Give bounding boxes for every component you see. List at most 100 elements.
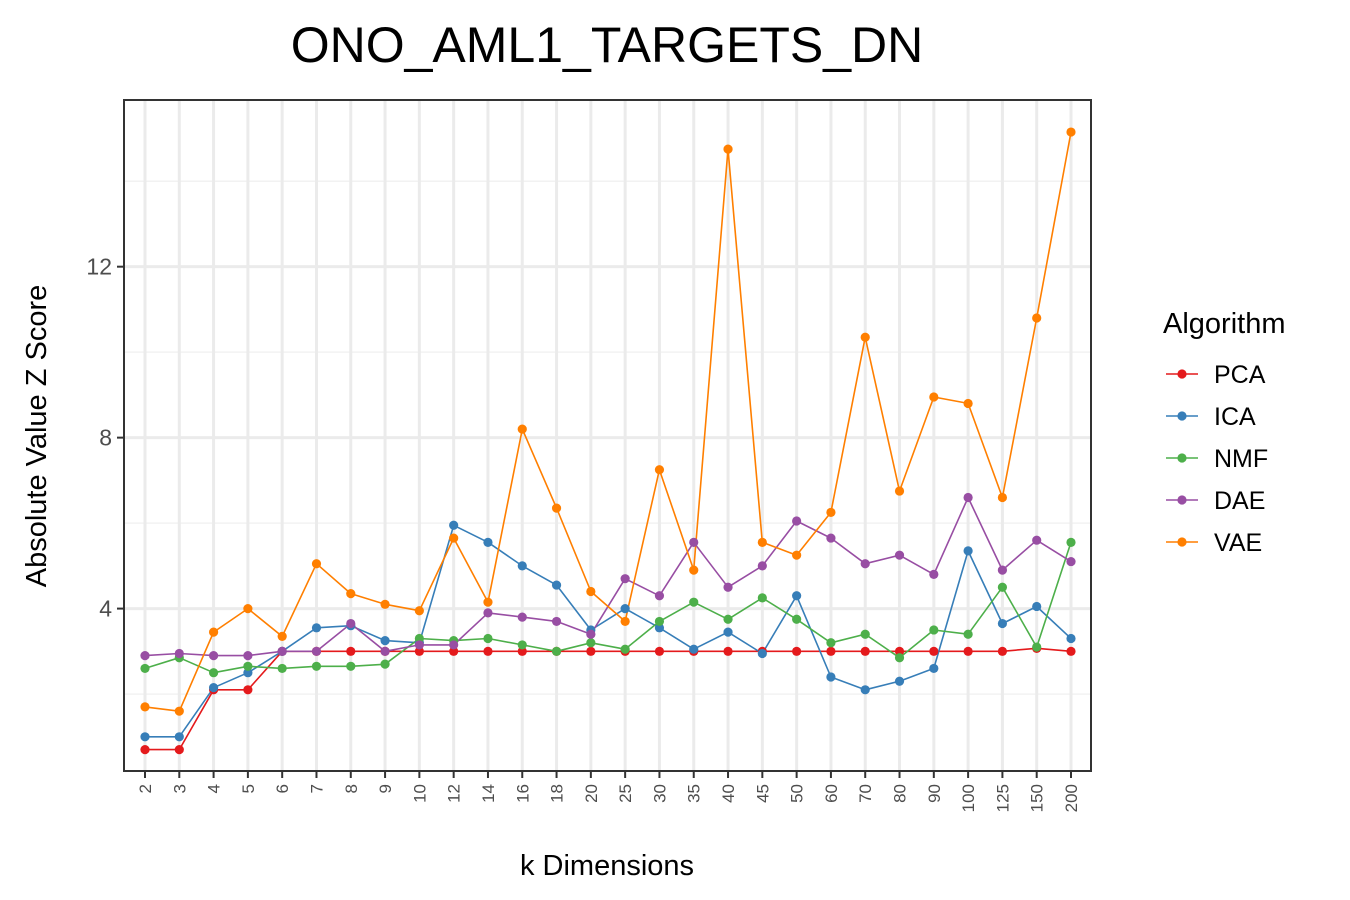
x-tick-label: 18 xyxy=(548,784,567,803)
x-tick-label: 150 xyxy=(1028,784,1047,812)
point-vae xyxy=(311,559,322,569)
point-nmf xyxy=(1032,642,1042,652)
point-ica xyxy=(792,591,802,601)
legend-point-nmf xyxy=(1177,453,1187,463)
point-pca xyxy=(826,646,836,656)
x-tick-label: 16 xyxy=(513,784,532,803)
point-ica xyxy=(929,663,939,674)
x-tick-label: 90 xyxy=(925,784,944,803)
x-tick-label: 70 xyxy=(856,784,875,803)
x-tick-label: 45 xyxy=(753,784,772,803)
x-tick-label: 9 xyxy=(376,784,395,793)
point-vae xyxy=(277,631,287,641)
point-vae xyxy=(654,465,665,475)
point-vae xyxy=(174,706,184,716)
point-vae xyxy=(826,507,836,518)
point-dae xyxy=(620,574,630,584)
point-vae xyxy=(689,565,699,575)
panel-background xyxy=(124,100,1091,771)
x-tick-label: 14 xyxy=(479,784,498,803)
point-dae xyxy=(929,569,939,580)
point-nmf xyxy=(586,638,596,648)
point-dae xyxy=(997,565,1008,575)
legend-point-ica xyxy=(1177,411,1187,421)
x-tick-label: 12 xyxy=(445,784,464,803)
point-nmf xyxy=(551,646,562,656)
point-ica xyxy=(723,627,733,637)
point-dae xyxy=(311,646,322,656)
legend-label-pca: PCA xyxy=(1214,361,1266,389)
point-nmf xyxy=(997,582,1008,592)
point-ica xyxy=(860,685,870,695)
point-ica xyxy=(1066,633,1076,644)
x-tick-label: 125 xyxy=(993,784,1012,812)
point-vae xyxy=(243,603,253,614)
point-pca xyxy=(140,745,150,755)
point-pca xyxy=(586,646,596,656)
point-nmf xyxy=(140,663,150,674)
series-line-vae xyxy=(144,131,1072,713)
point-nmf xyxy=(483,633,493,644)
point-vae xyxy=(483,597,493,607)
point-ica xyxy=(483,537,493,547)
x-tick-label: 30 xyxy=(650,784,669,803)
point-dae xyxy=(346,618,356,629)
point-nmf xyxy=(689,597,699,607)
point-pca xyxy=(243,685,253,695)
x-tick-label: 20 xyxy=(582,784,601,803)
x-tick-label: 100 xyxy=(959,784,978,812)
point-ica xyxy=(517,561,527,571)
legend-label-nmf: NMF xyxy=(1214,445,1268,473)
point-ica xyxy=(997,618,1008,629)
point-pca xyxy=(929,646,939,656)
point-ica xyxy=(311,623,322,633)
point-ica xyxy=(689,644,699,654)
y-tick-label: 8 xyxy=(99,425,112,451)
point-vae xyxy=(620,616,630,627)
point-vae xyxy=(792,550,802,560)
point-vae xyxy=(997,492,1008,503)
point-vae xyxy=(140,702,150,712)
legend-label-ica: ICA xyxy=(1214,403,1256,431)
point-nmf xyxy=(894,653,905,663)
point-pca xyxy=(174,745,184,755)
x-tick-label: 60 xyxy=(822,784,841,803)
point-nmf xyxy=(792,614,802,624)
legend-point-pca xyxy=(1177,369,1187,379)
point-pca xyxy=(997,646,1008,656)
point-dae xyxy=(208,651,219,661)
point-pca xyxy=(346,646,356,656)
x-tick-label: 10 xyxy=(410,784,429,803)
point-vae xyxy=(208,627,219,637)
point-vae xyxy=(414,606,424,616)
point-ica xyxy=(826,672,836,682)
chart-title: ONO_AML1_TARGETS_DN xyxy=(291,17,924,73)
x-tick-label: 25 xyxy=(616,784,635,803)
point-vae xyxy=(517,424,527,434)
legend-point-dae xyxy=(1177,495,1187,505)
point-dae xyxy=(483,608,493,618)
point-ica xyxy=(1032,601,1042,612)
legend-title: Algorithm xyxy=(1163,308,1286,340)
point-vae xyxy=(380,599,390,609)
point-nmf xyxy=(757,593,767,603)
point-ica xyxy=(757,648,767,659)
point-pca xyxy=(414,646,424,656)
point-pca xyxy=(1066,646,1076,656)
point-vae xyxy=(963,398,973,409)
point-pca xyxy=(723,646,733,656)
point-ica xyxy=(243,668,253,678)
point-pca xyxy=(963,646,973,656)
point-nmf xyxy=(723,614,733,624)
x-tick-label: 6 xyxy=(273,784,292,793)
point-dae xyxy=(963,492,973,503)
series-line-ica xyxy=(145,524,1072,738)
point-vae xyxy=(757,537,767,547)
legend: Algorithm PCA ICA NMF DAE VAE xyxy=(1163,308,1286,557)
point-vae xyxy=(723,144,733,154)
point-ica xyxy=(140,732,150,742)
point-nmf xyxy=(963,629,973,639)
point-nmf xyxy=(380,659,390,669)
x-tick-label: 7 xyxy=(307,784,326,793)
